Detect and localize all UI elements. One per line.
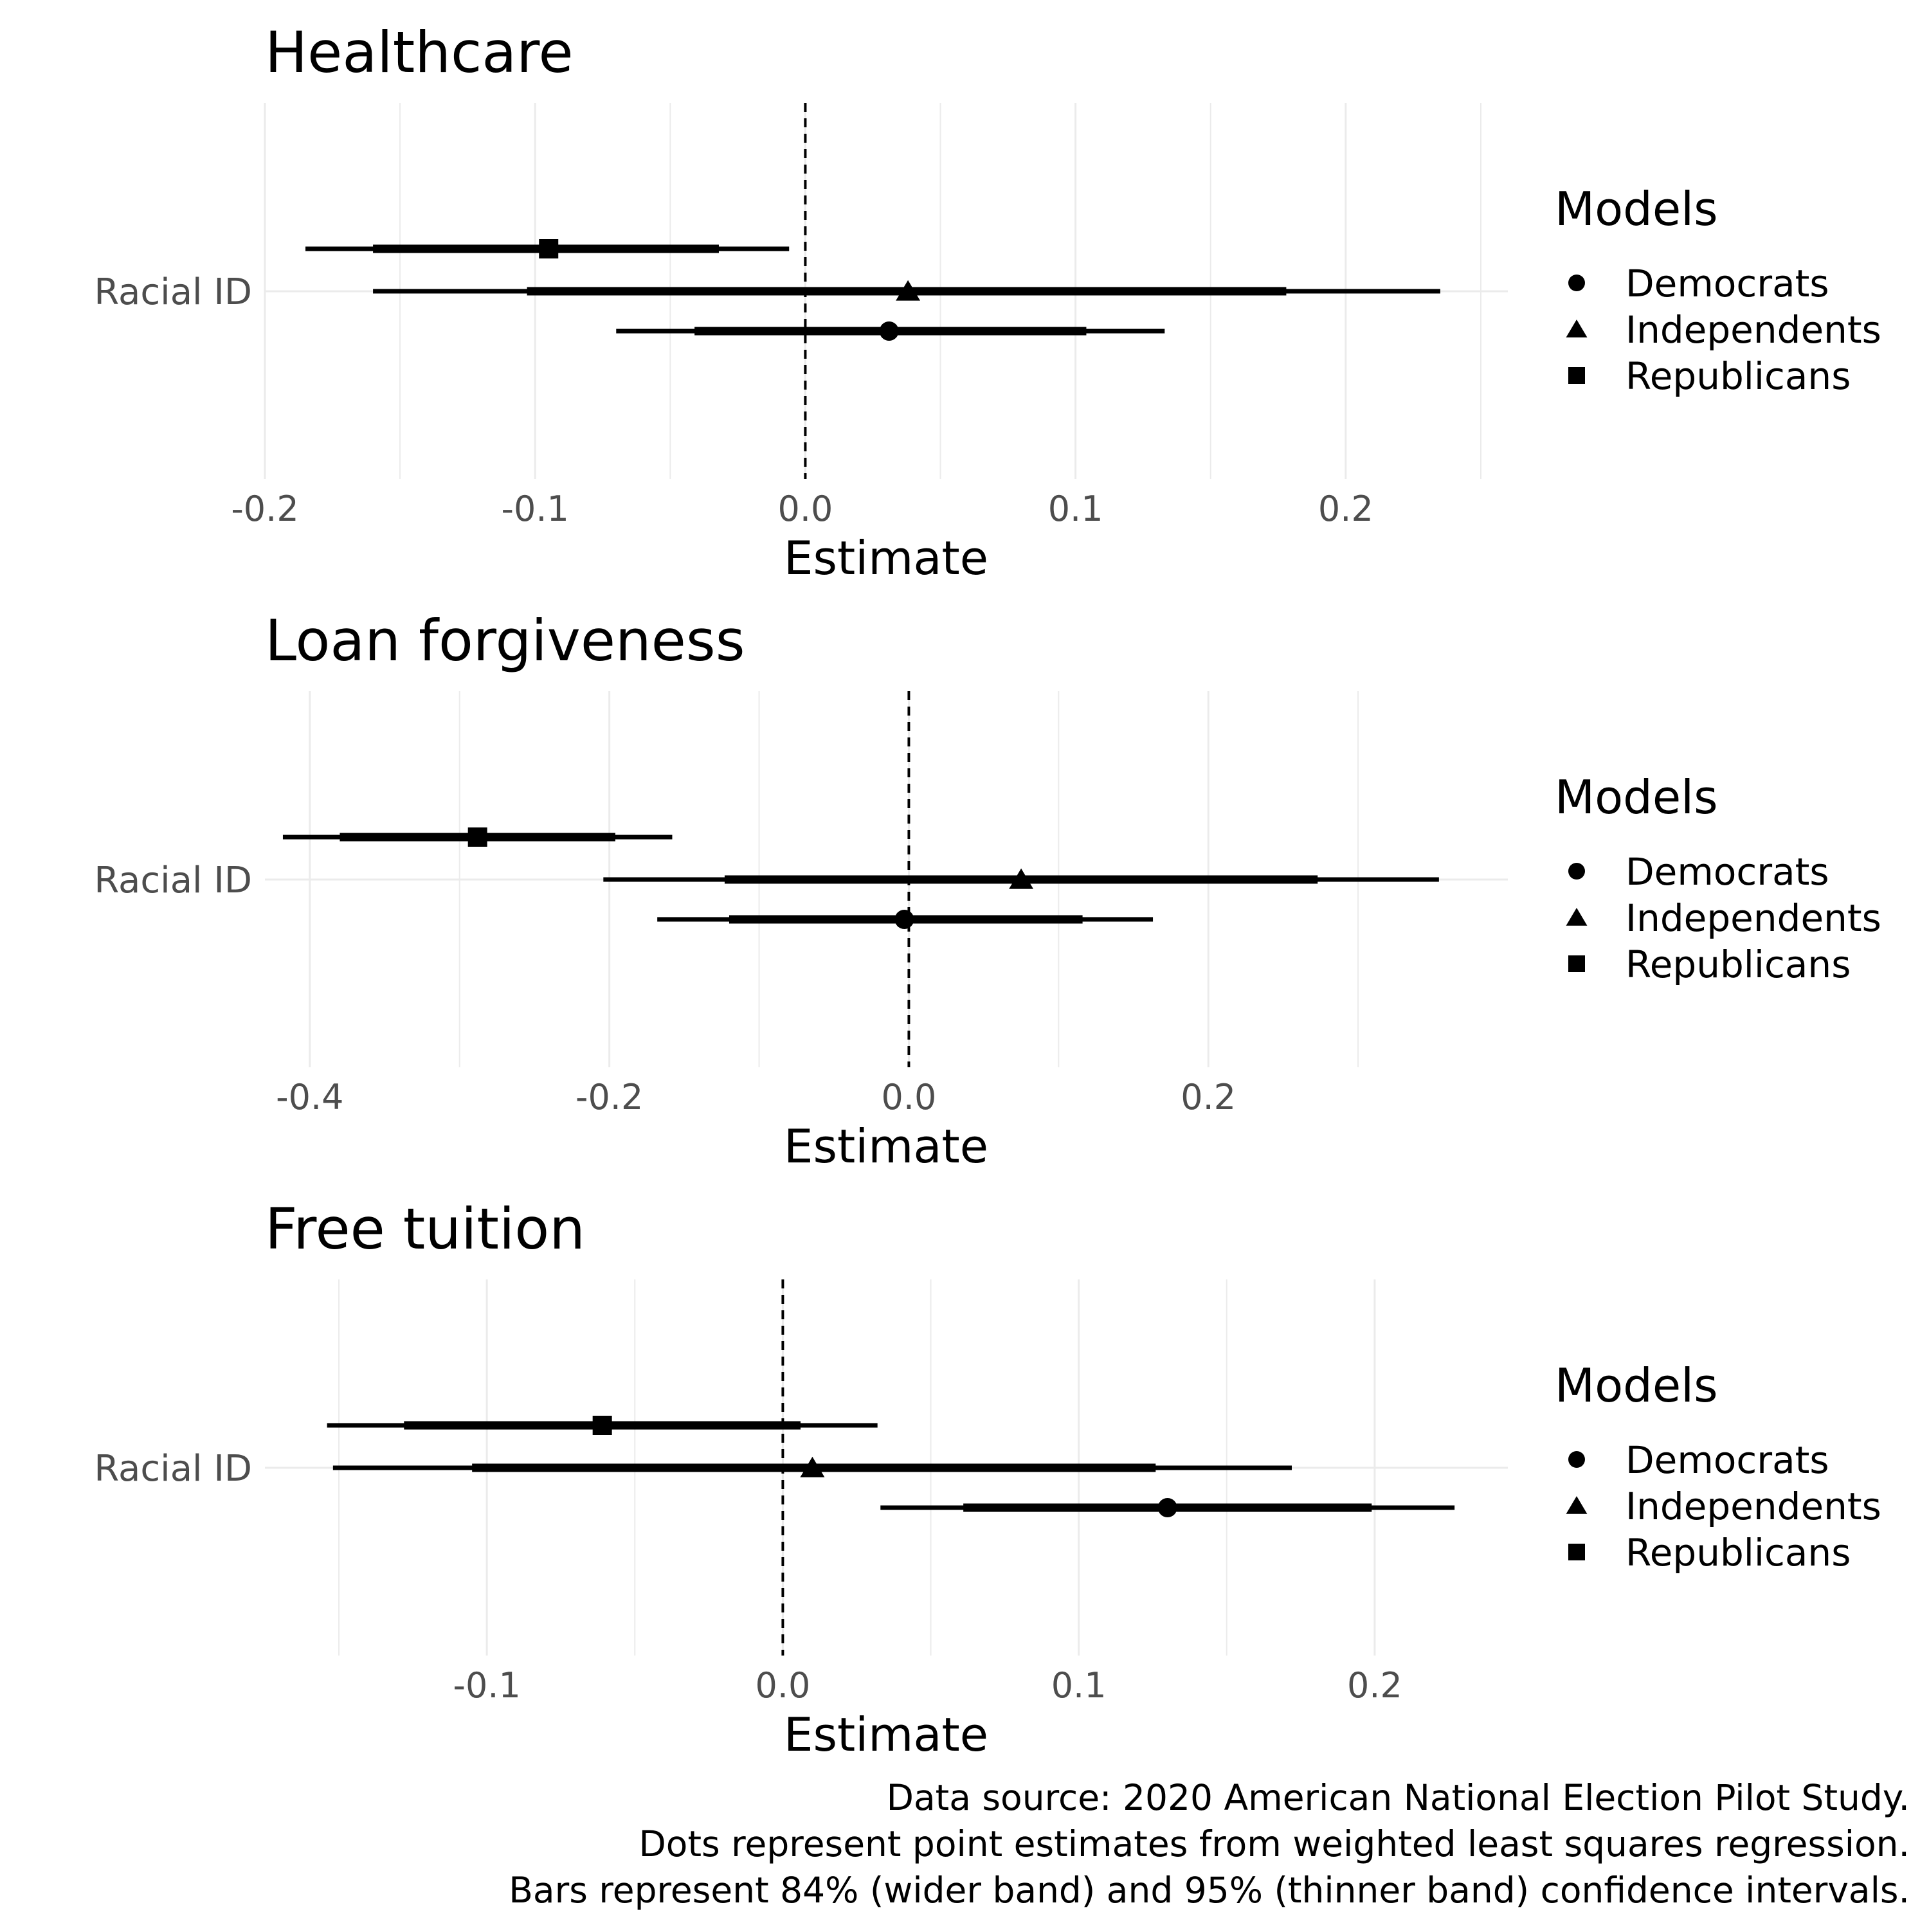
x-tick-label: 0.2 bbox=[1181, 1077, 1236, 1117]
series-independents bbox=[373, 280, 1440, 301]
x-axis-title: Estimate bbox=[784, 1708, 988, 1762]
point-estimate-circle bbox=[894, 910, 914, 929]
panel-title: Healthcare bbox=[265, 19, 574, 86]
legend-key-triangle bbox=[1566, 1496, 1588, 1514]
x-tick-label: 0.2 bbox=[1347, 1665, 1402, 1706]
point-estimate-square bbox=[467, 827, 487, 847]
legend-label: Democrats bbox=[1626, 1438, 1829, 1482]
panel-2: Loan forgiveness Racial ID -0.4 -0.2 0.0 0.2 E… bbox=[94, 608, 1881, 1173]
panel-title: Loan forgiveness bbox=[265, 608, 745, 674]
caption-line-1: Data source: 2020 American National Elec… bbox=[886, 1777, 1910, 1818]
series-republicans bbox=[305, 239, 790, 258]
series-republicans bbox=[282, 827, 673, 847]
legend-key-circle bbox=[1568, 1451, 1585, 1468]
legend-label: Democrats bbox=[1626, 850, 1829, 894]
x-tick-label: 0.0 bbox=[777, 489, 833, 529]
legend-key-circle bbox=[1568, 863, 1585, 880]
legend-label: Independents bbox=[1626, 896, 1881, 940]
legend-label: Republicans bbox=[1626, 1531, 1851, 1575]
legend-key-triangle bbox=[1566, 908, 1588, 926]
legend-label: Republicans bbox=[1626, 943, 1851, 986]
point-estimate-triangle bbox=[1009, 868, 1034, 889]
series-republicans bbox=[327, 1416, 878, 1435]
legend-label: Independents bbox=[1626, 1485, 1881, 1528]
caption-line-3: Bars represent 84% (wider band) and 95% … bbox=[509, 1870, 1910, 1911]
series-independents bbox=[332, 1456, 1292, 1477]
panel-3: Free tuition Racial ID -0.1 0.0 0.1 0.2 Estima… bbox=[94, 1196, 1881, 1762]
series-independents bbox=[603, 868, 1439, 889]
legend-title: Models bbox=[1555, 1359, 1718, 1413]
legend-title: Models bbox=[1555, 770, 1718, 824]
legend-label: Democrats bbox=[1626, 262, 1829, 305]
legend-key-circle bbox=[1568, 275, 1585, 291]
category-label: Racial ID bbox=[94, 1448, 252, 1490]
caption-line-2: Dots represent point estimates from weig… bbox=[638, 1823, 1910, 1864]
series-democrats bbox=[657, 910, 1154, 929]
x-tick-label: 0.0 bbox=[755, 1665, 810, 1706]
legend-key-triangle bbox=[1566, 320, 1588, 338]
x-tick-label: -0.2 bbox=[231, 489, 298, 529]
x-tick-label: 0.2 bbox=[1318, 489, 1373, 529]
panel-1: Healthcare Racial ID -0.2 -0.1 0.0 0.1 0.2 Esti… bbox=[94, 19, 1881, 585]
series-democrats bbox=[616, 321, 1165, 341]
x-axis-title: Estimate bbox=[784, 531, 988, 585]
x-tick-label: -0.1 bbox=[502, 489, 569, 529]
panel-title: Free tuition bbox=[265, 1196, 585, 1262]
caption: Data source: 2020 American National Elec… bbox=[509, 1774, 1910, 1913]
x-tick-label: -0.2 bbox=[575, 1077, 643, 1117]
x-tick-label: -0.4 bbox=[276, 1077, 343, 1117]
x-tick-label: 0.1 bbox=[1051, 1665, 1107, 1706]
point-estimate-triangle bbox=[800, 1456, 825, 1477]
legend-title: Models bbox=[1555, 182, 1718, 236]
point-estimate-circle bbox=[1157, 1498, 1177, 1517]
point-estimate-triangle bbox=[896, 280, 921, 301]
legend-key-square bbox=[1568, 955, 1585, 972]
category-label: Racial ID bbox=[94, 271, 252, 313]
x-tick-label: 0.0 bbox=[881, 1077, 936, 1117]
legend-key-square bbox=[1568, 1544, 1585, 1560]
point-estimate-square bbox=[539, 239, 559, 258]
x-tick-label: 0.1 bbox=[1048, 489, 1103, 529]
legend-label: Republicans bbox=[1626, 354, 1851, 398]
category-label: Racial ID bbox=[94, 860, 252, 901]
legend-label: Independents bbox=[1626, 308, 1881, 352]
point-estimate-circle bbox=[879, 321, 899, 341]
point-estimate-square bbox=[592, 1416, 612, 1435]
legend-key-square bbox=[1568, 367, 1585, 384]
x-axis-title: Estimate bbox=[784, 1119, 988, 1173]
x-tick-label: -0.1 bbox=[453, 1665, 520, 1706]
series-democrats bbox=[880, 1498, 1455, 1517]
